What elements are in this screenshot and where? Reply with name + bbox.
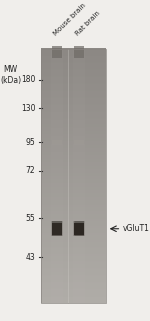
Bar xyxy=(74,221,84,236)
Bar xyxy=(52,140,62,145)
Text: Mouse brain: Mouse brain xyxy=(53,2,87,37)
Bar xyxy=(75,221,85,236)
Bar xyxy=(73,221,84,236)
Bar xyxy=(74,223,84,235)
Text: MW
(kDa): MW (kDa) xyxy=(0,65,21,85)
Bar xyxy=(52,46,62,58)
Bar xyxy=(74,46,84,58)
Bar xyxy=(41,49,106,303)
Text: Rat brain: Rat brain xyxy=(75,10,102,37)
Text: 180: 180 xyxy=(21,75,35,84)
Text: 55: 55 xyxy=(26,214,35,223)
Text: 95: 95 xyxy=(26,138,35,147)
Text: 130: 130 xyxy=(21,104,35,113)
Text: 72: 72 xyxy=(26,166,35,175)
Bar xyxy=(52,221,63,236)
Text: 43: 43 xyxy=(26,253,35,262)
Text: vGluT1: vGluT1 xyxy=(123,224,150,233)
Bar xyxy=(52,223,62,235)
Bar xyxy=(51,221,62,236)
Bar xyxy=(74,140,84,145)
Bar xyxy=(52,221,62,236)
